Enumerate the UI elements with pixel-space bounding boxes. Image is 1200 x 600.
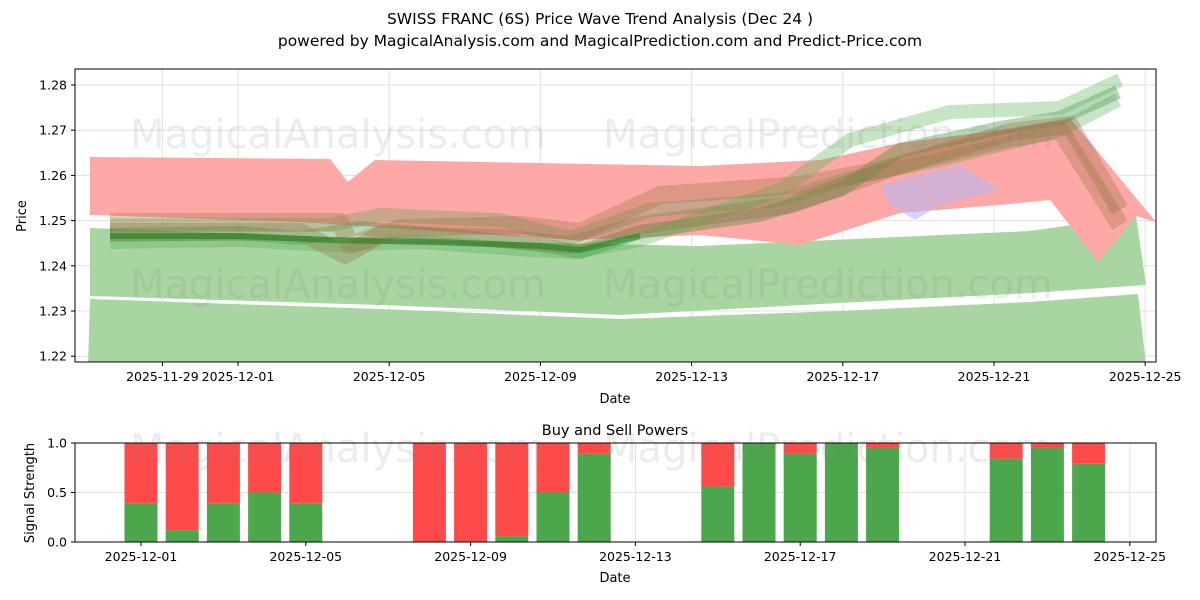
sell-bar [248, 443, 282, 493]
x-axis-label: Date [599, 571, 630, 586]
x-tick-label: 2025-11-29 [126, 369, 199, 384]
x-tick-label: 2025-12-17 [764, 549, 837, 564]
watermark: MagicalPrediction.com [603, 112, 1053, 158]
sell-bar [206, 443, 240, 504]
buy-bar [1030, 447, 1064, 542]
y-axis-label: Signal Strength [23, 443, 38, 543]
sell-bar [165, 443, 199, 531]
watermark: MagicalPrediction.com [603, 426, 1053, 472]
y-tick-label: 1.22 [39, 349, 67, 364]
buy-bar [742, 443, 776, 542]
trend-wave [110, 233, 641, 254]
y-tick-label: 1.28 [39, 78, 67, 93]
x-tick-label: 2025-12-21 [929, 549, 1002, 564]
sell-bar [454, 443, 488, 542]
buy-bar [701, 486, 735, 542]
bottom-chart-title: Buy and Sell Powers [542, 423, 688, 439]
y-tick-label: 1.26 [39, 168, 67, 183]
x-tick-label: 2025-12-25 [1109, 369, 1182, 384]
watermark: MagicalAnalysis.com [130, 262, 546, 308]
buy-bar [989, 458, 1023, 542]
buy-bar [536, 492, 570, 542]
y-axis-label: Price [15, 200, 30, 232]
y-tick-label: 1.24 [39, 258, 67, 273]
sell-bar [412, 443, 446, 542]
sell-bar [289, 443, 323, 504]
watermark: MagicalAnalysis.com [130, 112, 546, 158]
x-tick-label: 2025-12-09 [504, 369, 577, 384]
trend-wave [110, 116, 1128, 264]
sell-bar [124, 443, 158, 504]
buy-bar [495, 536, 529, 542]
y-tick-label: 1.27 [39, 123, 67, 138]
sell-bar [1030, 443, 1064, 448]
buy-bar [289, 503, 323, 542]
sell-bar [783, 443, 817, 454]
upper-band [90, 118, 1156, 262]
y-tick-label: 1.23 [39, 304, 67, 319]
buy-bar [577, 453, 611, 542]
buy-bar [124, 503, 158, 542]
chart-title: SWISS FRANC (6S) Price Wave Trend Analys… [386, 10, 814, 28]
buy-bar [206, 503, 240, 542]
buy-bar [866, 447, 900, 542]
x-tick-label: 2025-12-05 [353, 369, 426, 384]
blue-band [880, 165, 1000, 220]
y-tick-label: 1.25 [39, 213, 67, 228]
x-tick-label: 2025-12-13 [655, 369, 728, 384]
x-tick-label: 2025-12-17 [806, 369, 879, 384]
top-axes-frame [74, 68, 1157, 363]
chart-subtitle: powered by MagicalAnalysis.com and Magic… [277, 32, 923, 50]
sell-bar [1072, 443, 1106, 464]
buy-bar [1072, 463, 1106, 542]
bars [124, 443, 1106, 542]
lower-band-lower [88, 294, 1146, 362]
x-tick-label: 2025-12-25 [1093, 549, 1166, 564]
buy-bar [824, 443, 858, 542]
sell-bar [989, 443, 1023, 459]
sell-bar [701, 443, 735, 487]
x-tick-label: 2025-12-01 [105, 549, 178, 564]
trend-wave [110, 93, 1122, 245]
y-tick-label: 1.0 [47, 436, 67, 451]
x-tick-label: 2025-12-05 [269, 549, 342, 564]
sell-bar [866, 443, 900, 448]
watermark: MagicalPrediction.com [603, 262, 1053, 308]
trend-wave [110, 121, 1128, 254]
x-tick-label: 2025-12-01 [202, 369, 275, 384]
sell-bar [495, 443, 529, 537]
buy-bar [248, 492, 282, 542]
sell-bar [577, 443, 611, 454]
watermark: MagicalAnalysis.com [130, 426, 546, 472]
x-axis-label: Date [599, 392, 630, 407]
x-tick-label: 2025-12-09 [434, 549, 507, 564]
y-tick-label: 0.5 [47, 485, 67, 500]
sell-bar [536, 443, 570, 493]
buy-bar [783, 453, 817, 542]
y-tick-label: 0.0 [47, 535, 67, 550]
wave-bands: MagicalAnalysis.com MagicalPrediction.com… [88, 73, 1156, 362]
x-tick-label: 2025-12-21 [958, 369, 1031, 384]
buy-bar [165, 530, 199, 542]
x-tick-label: 2025-12-13 [599, 549, 672, 564]
